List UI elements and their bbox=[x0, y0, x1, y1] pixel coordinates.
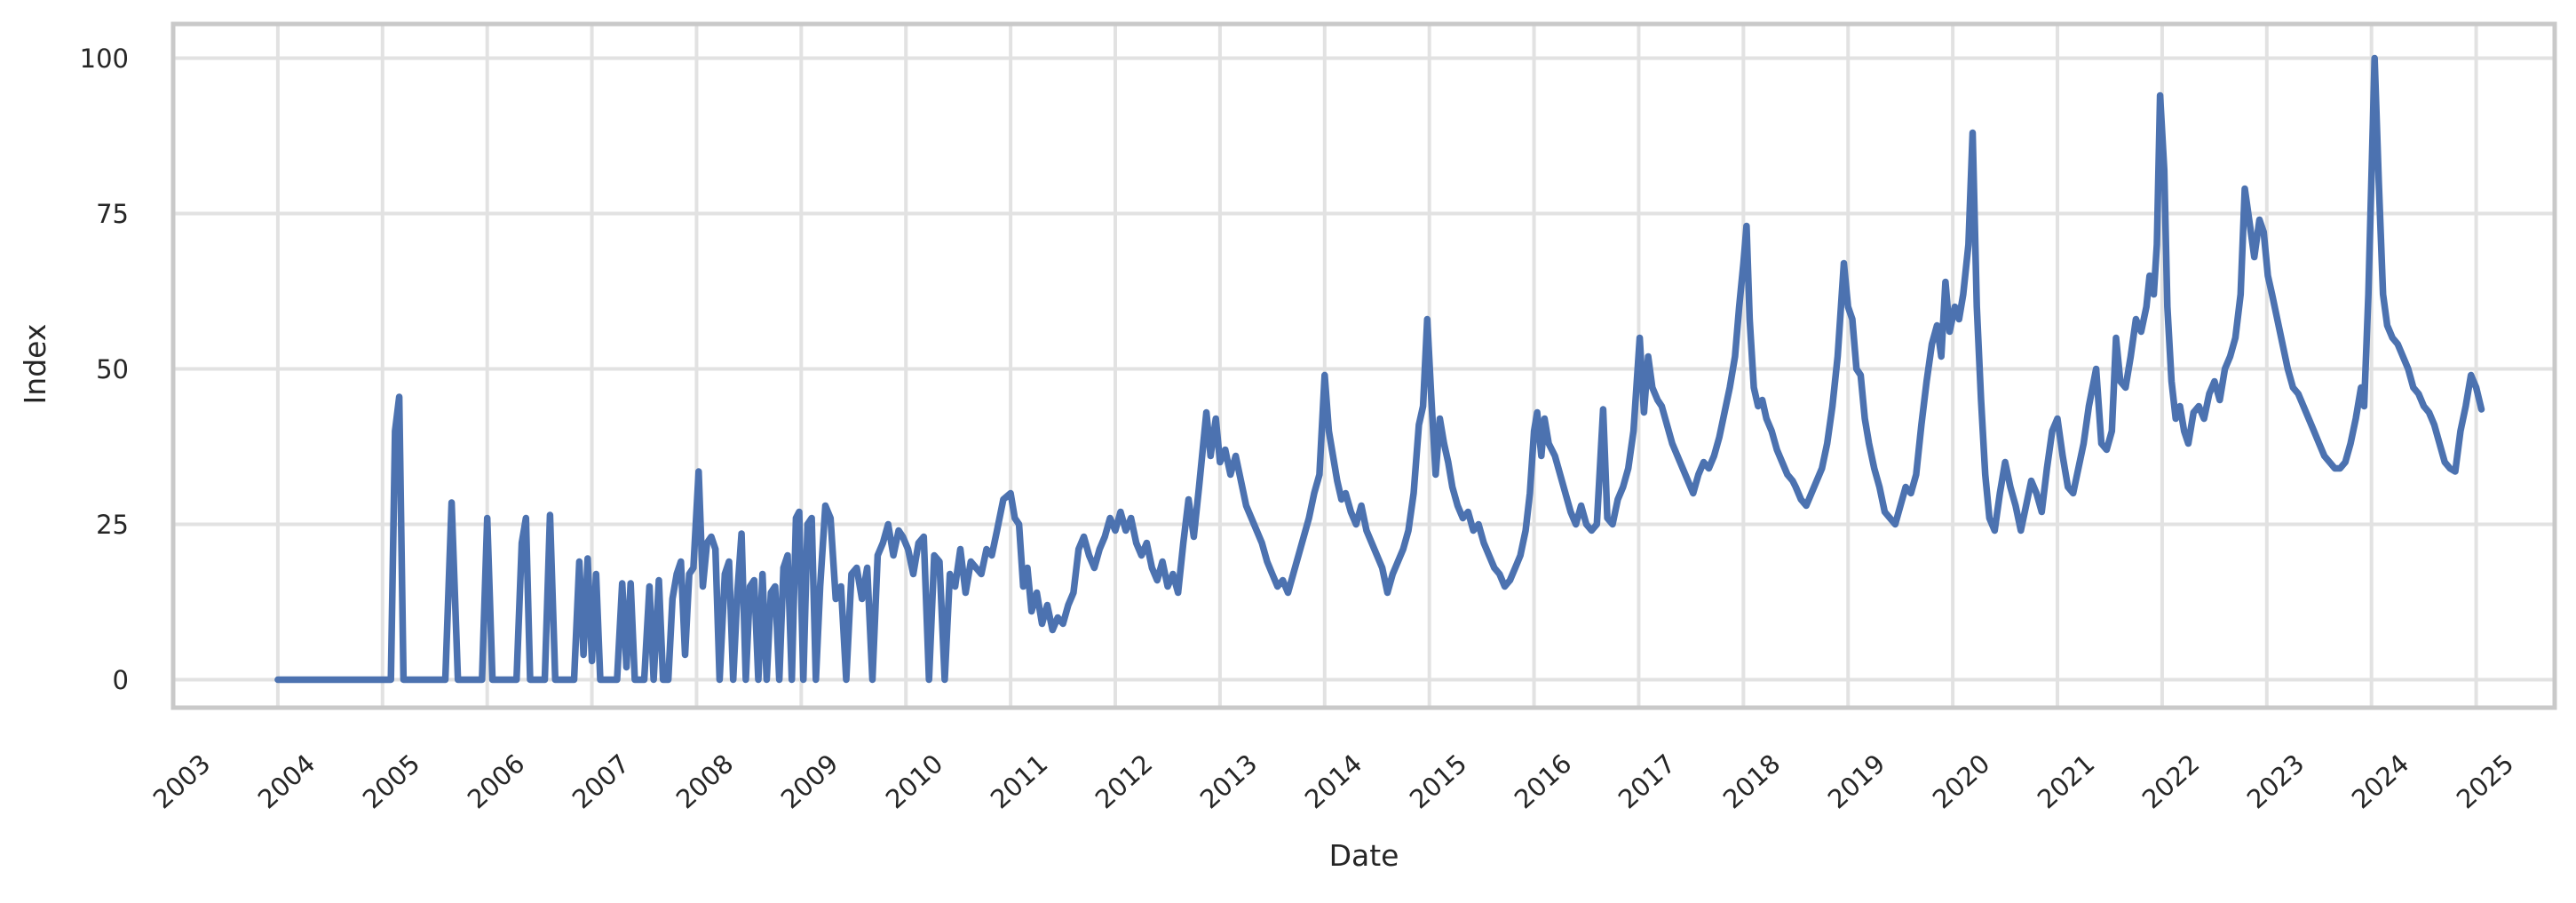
y-tick-label: 0 bbox=[112, 664, 129, 695]
y-tick-label: 50 bbox=[96, 353, 129, 384]
y-tick-label: 25 bbox=[96, 509, 129, 540]
x-axis-title: Date bbox=[1328, 838, 1399, 873]
y-tick-label: 75 bbox=[96, 198, 129, 229]
plot-border bbox=[170, 21, 2557, 710]
y-axis-title: Index bbox=[18, 323, 52, 405]
index-series-line bbox=[274, 54, 2485, 684]
y-tick-label: 100 bbox=[79, 43, 129, 74]
